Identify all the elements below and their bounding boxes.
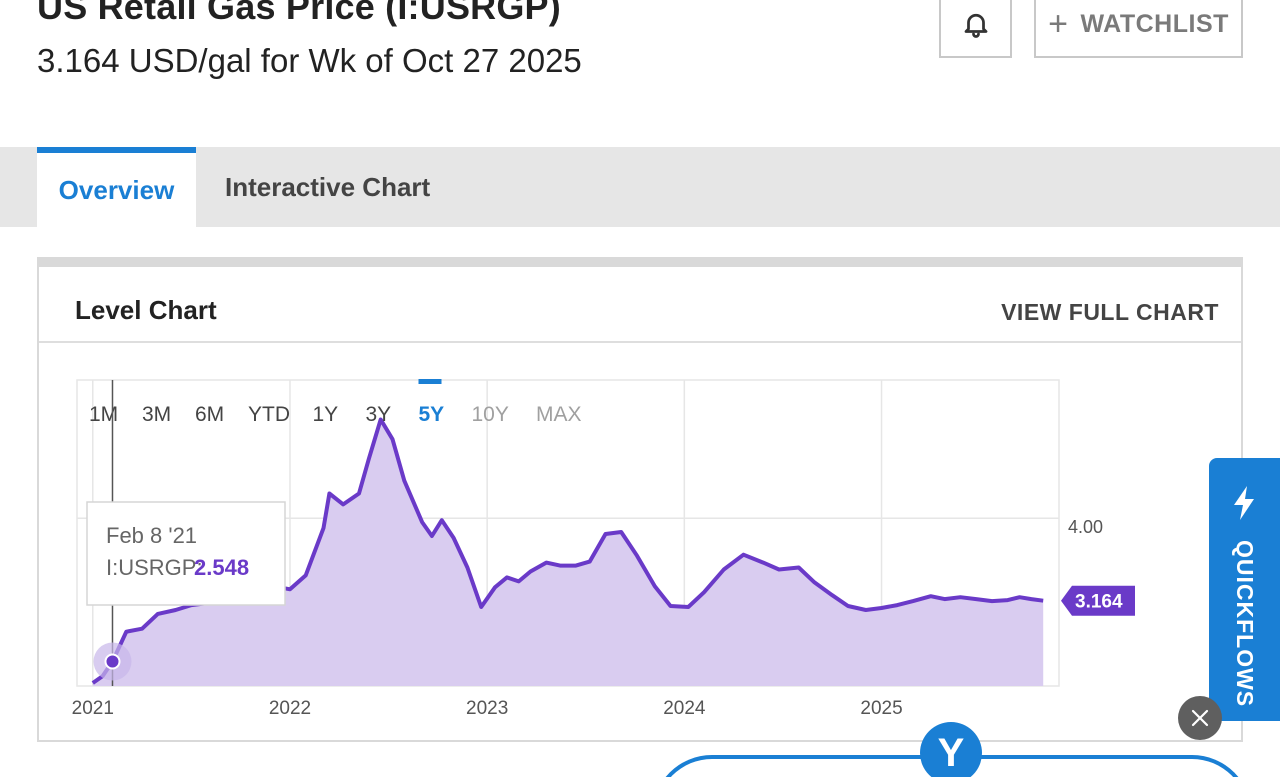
brand-logo[interactable]: Y [920, 722, 982, 777]
tab-bar: Overview Interactive Chart [0, 147, 1280, 227]
notification-button[interactable] [939, 0, 1012, 58]
range-button-ytd[interactable]: YTD [248, 403, 290, 426]
tooltip-value: 2.548 [194, 555, 249, 580]
view-full-chart-link[interactable]: VIEW FULL CHART [1001, 299, 1219, 325]
close-button[interactable] [1178, 696, 1222, 740]
quickflows-tab[interactable]: QUICKFLOWS [1209, 458, 1280, 721]
card-title: Level Chart [75, 295, 217, 325]
bell-icon [964, 13, 987, 38]
tooltip-date: Feb 8 '21 [106, 523, 197, 548]
close-icon [1191, 709, 1209, 727]
hover-point [104, 653, 121, 670]
x-tick-label: 2023 [466, 698, 508, 719]
chart-tooltip: Feb 8 '21 I:USRGP: 2.548 [86, 501, 286, 606]
range-button-3y[interactable]: 3Y [366, 403, 392, 426]
range-button-max[interactable]: MAX [536, 403, 582, 426]
range-button-3m[interactable]: 3M [142, 403, 171, 426]
x-tick-label: 2022 [269, 698, 311, 719]
page-subtitle: 3.164 USD/gal for Wk of Oct 27 2025 [37, 42, 582, 79]
range-button-1y[interactable]: 1Y [313, 403, 339, 426]
range-button-5y[interactable]: 5Y [419, 403, 445, 426]
tab-interactive-chart[interactable]: Interactive Chart [225, 171, 431, 202]
last-value-label: 3.164 [1075, 592, 1123, 613]
y-tick-label: 4.00 [1068, 517, 1103, 537]
watchlist-button[interactable]: + WATCHLIST [1034, 0, 1243, 58]
card-divider [39, 341, 1241, 343]
plus-icon: + [1048, 5, 1069, 43]
range-button-6m[interactable]: 6M [195, 403, 224, 426]
range-button-1m[interactable]: 1M [89, 403, 118, 426]
watchlist-label: WATCHLIST [1080, 9, 1229, 38]
area-fill [92, 419, 1044, 686]
x-tick-label: 2024 [663, 698, 706, 719]
x-tick-label: 2025 [860, 698, 902, 719]
tab-overview[interactable]: Overview [37, 147, 196, 227]
lightning-bolt-icon [1234, 486, 1254, 520]
x-tick-label: 2021 [72, 698, 114, 719]
last-value-tag [1061, 585, 1135, 616]
tooltip-series-label: I:USRGP: [106, 555, 203, 580]
quickflows-label: QUICKFLOWS [1232, 540, 1258, 708]
range-button-10y[interactable]: 10Y [472, 403, 509, 426]
active-range-indicator [418, 379, 442, 384]
page-title: US Retail Gas Price (I:USRGP) [37, 0, 561, 27]
